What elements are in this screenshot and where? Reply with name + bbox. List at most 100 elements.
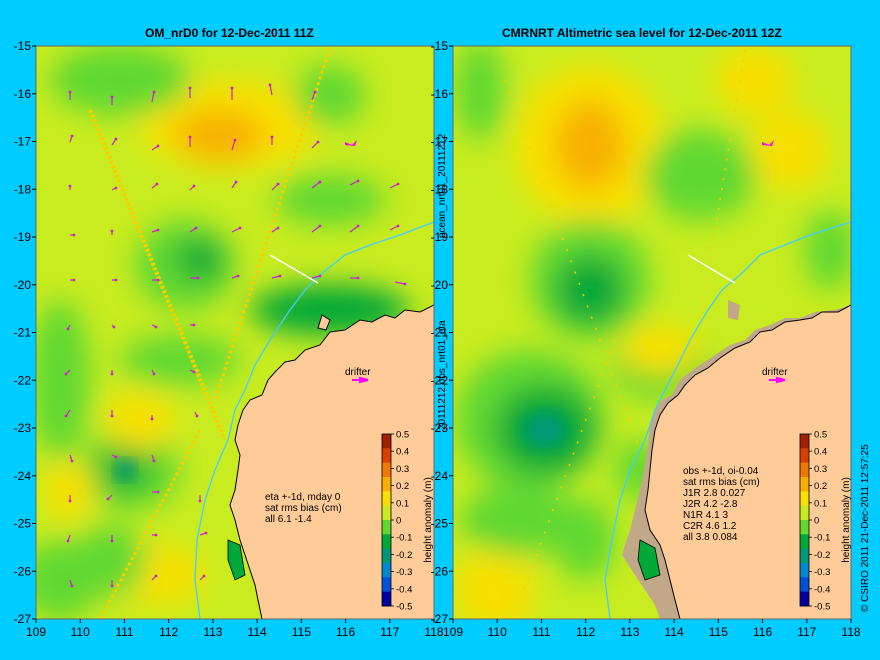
right-x-tick-label: 112 <box>576 625 595 639</box>
right-drifter-label: drifter <box>762 367 788 378</box>
right-anomaly-field: drifter <box>453 46 851 619</box>
left-colorbar-tick: 0.2 <box>396 481 409 492</box>
left-colorbar-segment <box>382 534 391 550</box>
right-stats-line: N1R 4.1 3 <box>683 510 728 521</box>
right-axes: 109 110 111 112 113 114 115 116 117 118 -15 -16 -17 -… <box>431 39 861 639</box>
left-x-tick-label: 118 <box>424 625 443 639</box>
right-colorbar-tick: 0.4 <box>814 447 827 458</box>
left-colorbar-tick: 0.5 <box>396 430 409 441</box>
left-colorbar-tick: -0.4 <box>396 584 412 595</box>
right-stats-line: C2R 4.6 1.2 <box>683 521 737 532</box>
right-colorbar-segment <box>800 534 809 550</box>
right-y-tick-label: -24 <box>431 469 449 483</box>
right-y-tick-label: -16 <box>431 87 449 101</box>
right-colorbar-segment <box>800 477 809 492</box>
right-colorbar-segment <box>800 462 809 478</box>
right-colorbar-segment <box>800 520 809 535</box>
right-y-tick-label: -23 <box>431 421 449 435</box>
left-drifter-label: drifter <box>345 367 371 378</box>
right-colorbar-tick: 0.5 <box>814 430 827 441</box>
right-stats-line: all 3.8 0.084 <box>683 532 738 543</box>
left-x-tick-label: 115 <box>292 625 311 639</box>
right-stats-line: sat rms bias (cm) <box>683 477 760 488</box>
left-drifter-arrow-icon <box>352 376 369 384</box>
left-colorbar-segment <box>382 563 391 578</box>
right-colorbar: 0.5 0.4 0.3 0.2 0.1 0 -0.1 -0.2 -0.3 -0.4 -0.5 heig… <box>799 430 852 613</box>
right-colorbar-tick: -0.5 <box>814 602 830 613</box>
left-y-tick-label: -17 <box>14 135 32 149</box>
left-colorbar-tick: 0.3 <box>396 464 409 475</box>
right-x-tick-label: 115 <box>709 625 728 639</box>
right-colorbar-tick: -0.3 <box>814 567 830 578</box>
left-colorbar-segment <box>382 434 391 449</box>
right-y-tick-label: -25 <box>431 517 449 531</box>
left-colorbar-tick: -0.3 <box>396 567 412 578</box>
right-colorbar-segment <box>800 591 809 607</box>
right-colorbar-segment <box>800 505 809 521</box>
left-colorbar-segment <box>382 505 391 521</box>
right-colorbar-tick: 0.1 <box>814 498 827 509</box>
left-colorbar-segment <box>382 491 391 507</box>
right-x-tick-label: 114 <box>665 625 684 639</box>
left-y-tick-label: -25 <box>14 517 32 531</box>
left-x-tick-label: 117 <box>380 625 399 639</box>
right-colorbar-segment <box>800 448 809 464</box>
left-x-tick-label: 110 <box>71 625 90 639</box>
left-colorbar-segment <box>382 548 391 564</box>
right-colorbar-tick: 0 <box>814 516 819 527</box>
right-colorbar-tick: -0.2 <box>814 550 830 561</box>
left-stats-line: all 6.1 -1.4 <box>265 514 312 525</box>
left-anomaly-field: drifter <box>36 46 434 619</box>
right-x-tick-label: 117 <box>797 625 816 639</box>
right-colorbar-tick: 0.2 <box>814 481 827 492</box>
left-x-tick-label: 113 <box>203 625 222 639</box>
right-colorbar-segment <box>800 434 809 449</box>
left-colorbar-segment <box>382 477 391 492</box>
left-stats-line: sat rms bias (cm) <box>265 503 342 514</box>
left-colorbar-tick: -0.1 <box>396 533 412 544</box>
left-colorbar: 0.5 0.4 0.3 0.2 0.1 0 -0.1 -0.2 -0.3 -0.4 -0.5 heig… <box>381 430 434 613</box>
right-x-tick-label: 113 <box>620 625 639 639</box>
left-colorbar-tick: 0 <box>396 516 401 527</box>
right-y-tick-label: -22 <box>431 373 449 387</box>
left-y-tick-label: -27 <box>14 612 32 626</box>
left-x-tick-label: 112 <box>159 625 178 639</box>
left-colorbar-label: height anomaly (m) <box>423 477 434 563</box>
left-colorbar-tick: 0.4 <box>396 447 409 458</box>
left-colorbar-tick: -0.5 <box>396 602 412 613</box>
right-colorbar-tick: -0.1 <box>814 533 830 544</box>
right-x-tick-label: 111 <box>532 625 551 639</box>
left-colorbar-segment <box>382 591 391 607</box>
right-panel-title: CMRNRT Altimetric sea level for 12-Dec-2… <box>502 26 782 40</box>
left-y-tick-label: -26 <box>14 564 32 578</box>
left-satellite-tracks <box>88 47 332 619</box>
right-colorbar-label: height anomaly (m) <box>841 477 852 563</box>
right-y-tick-label: -21 <box>431 326 449 340</box>
right-colorbar-segment <box>800 577 809 593</box>
left-y-tick-label: -23 <box>14 421 32 435</box>
left-colorbar-segment <box>382 520 391 535</box>
right-colorbar-tick: -0.4 <box>814 584 830 595</box>
left-colorbar-segment <box>382 462 391 478</box>
left-colorbar-segment <box>382 577 391 593</box>
right-drifter-arrow-icon <box>769 376 786 384</box>
vertical-label-obs: 20111212.obs_nrt01_eta <box>437 320 448 430</box>
right-x-tick-label: 109 <box>443 625 463 639</box>
left-x-tick-label: 114 <box>248 625 267 639</box>
copyright-label: © CSIRO 2011 21-Dec-2011 12:57:25 <box>860 444 871 612</box>
right-y-tick-label: -26 <box>431 564 449 578</box>
left-shelf-contour <box>194 221 434 619</box>
left-y-tick-label: -15 <box>14 39 32 53</box>
left-y-tick-label: -16 <box>14 87 32 101</box>
right-stats-line: obs +-1d, oi-0.04 <box>683 466 759 477</box>
right-colorbar-segment <box>800 563 809 578</box>
right-y-tick-label: -19 <box>431 230 449 244</box>
left-y-tick-label: -19 <box>14 230 32 244</box>
right-colorbar-segment <box>800 491 809 507</box>
left-y-tick-label: -22 <box>14 373 32 387</box>
